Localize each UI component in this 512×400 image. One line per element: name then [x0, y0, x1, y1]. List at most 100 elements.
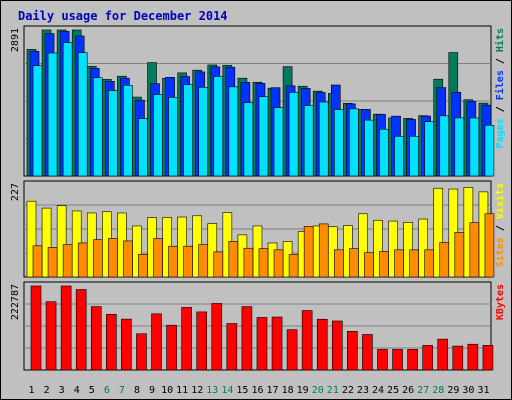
bar-kbytes-day-15	[241, 306, 253, 371]
legend-item-sites: Sites	[494, 237, 506, 267]
bar-sites-day-13	[213, 251, 224, 278]
bar-pages-day-30	[469, 117, 480, 177]
bar-visits-day-1	[26, 200, 37, 278]
bar-kbytes-day-11	[181, 307, 192, 371]
bar-sites-day-18	[288, 254, 299, 278]
bar-kbytes-day-10	[166, 324, 177, 371]
bar-sites-day-8	[138, 254, 148, 278]
x-tick-label-day-22: 22	[342, 385, 354, 396]
bar-pages-day-20	[318, 101, 329, 177]
bar-pages-day-2	[47, 52, 58, 177]
x-tick-label-day-17: 17	[267, 385, 279, 396]
panels-group: 2891 Pages / Files / Hits 227 Sites / Visit…	[10, 25, 506, 371]
bar-pages-day-4	[77, 52, 88, 177]
bar-sites-day-11	[183, 245, 193, 278]
bar-kbytes-day-19	[301, 310, 313, 371]
x-tick-label-day-9: 9	[149, 385, 155, 396]
bar-kbytes-day-17	[271, 316, 283, 371]
x-tick-label-day-12: 12	[191, 385, 203, 396]
bar-sites-day-31	[484, 213, 495, 278]
bar-sites-day-12	[198, 244, 209, 278]
bar-kbytes-day-8	[136, 333, 147, 371]
bar-pages-day-17	[273, 107, 284, 177]
bar-pages-day-3	[62, 42, 73, 177]
bar-kbytes-day-21	[331, 320, 343, 371]
bar-kbytes-day-4	[75, 289, 87, 371]
series-visits	[26, 187, 489, 278]
x-tick-label-day-20: 20	[312, 385, 324, 396]
series-kbytes	[30, 285, 494, 371]
bar-pages-day-9	[153, 94, 163, 177]
bar-sites-day-29	[454, 232, 465, 278]
bar-kbytes-day-12	[196, 311, 208, 371]
bar-sites-day-9	[153, 238, 163, 278]
bar-sites-day-24	[379, 251, 389, 278]
bar-kbytes-day-22	[347, 331, 358, 371]
bar-kbytes-day-26	[407, 349, 418, 371]
bar-pages-day-26	[409, 136, 419, 177]
bar-kbytes-day-24	[377, 349, 388, 371]
x-tick-label-day-6: 6	[104, 385, 110, 396]
x-tick-label-day-18: 18	[282, 385, 294, 396]
bar-sites-day-21	[333, 249, 344, 278]
bar-kbytes-day-9	[151, 313, 162, 371]
bar-visits-day-25	[388, 220, 398, 278]
bar-sites-day-19	[303, 226, 314, 278]
bar-pages-day-13	[213, 76, 224, 177]
legend-separator: /	[495, 100, 506, 118]
legend-text: Sites / Visits	[494, 183, 506, 267]
y-max-label: 2891	[10, 28, 21, 52]
bar-kbytes-day-30	[467, 343, 479, 371]
bar-pages-day-24	[379, 128, 389, 177]
x-tick-label-day-2: 2	[44, 385, 50, 396]
x-tick-label-day-21: 21	[327, 385, 339, 396]
bar-pages-day-18	[288, 92, 299, 177]
bar-visits-day-2	[41, 207, 52, 278]
bar-sites-day-10	[168, 245, 178, 278]
legend-separator: /	[495, 52, 506, 70]
bar-pages-day-16	[258, 96, 269, 177]
y-max-label: 222787	[10, 284, 21, 320]
bar-kbytes-day-27	[422, 345, 433, 371]
bar-sites-day-23	[364, 252, 374, 278]
bar-pages-day-31	[484, 124, 495, 177]
x-tick-label-day-14: 14	[221, 385, 233, 396]
bar-pages-day-15	[243, 102, 254, 177]
bar-pages-day-12	[198, 87, 209, 177]
legend-pages-files-hits: Pages / Files / Hits	[494, 28, 506, 148]
bar-kbytes-day-14	[226, 323, 238, 371]
bar-pages-day-22	[349, 108, 359, 177]
panel-kbytes: 222787 KBytes	[10, 281, 506, 371]
bar-pages-day-1	[32, 65, 43, 177]
legend-item-visits: Visits	[494, 183, 506, 219]
legend-text: Pages / Files / Hits	[494, 28, 506, 148]
chart-title: Daily usage for December 2014	[18, 9, 228, 23]
x-tick-label-day-16: 16	[251, 385, 263, 396]
bar-kbytes-day-6	[106, 313, 117, 371]
bar-visits-day-28	[433, 187, 444, 278]
bar-kbytes-day-2	[45, 301, 57, 371]
bar-pages-day-14	[228, 86, 239, 177]
bar-kbytes-day-18	[286, 329, 298, 371]
series-pages	[32, 42, 495, 177]
x-tick-label-day-23: 23	[357, 385, 369, 396]
bar-pages-day-10	[168, 97, 178, 177]
bar-sites-day-2	[47, 247, 58, 278]
legend-kbytes: KBytes	[495, 284, 506, 320]
x-tick-label-day-24: 24	[372, 385, 384, 396]
bar-sites-day-14	[228, 241, 239, 278]
bar-kbytes-day-16	[256, 317, 268, 371]
x-tick-label-day-15: 15	[236, 385, 248, 396]
legend-text: KBytes	[495, 284, 506, 320]
series-sites	[32, 213, 495, 278]
bar-sites-day-26	[409, 249, 419, 278]
panel-visits-sites: 227 Sites / Visits	[10, 180, 506, 278]
x-axis-labels: 1 2 3 4 5 6 7 8 9 10 11 12 13 14 15 16 17 18 19 20 21 22 23 24 2…	[29, 385, 490, 396]
x-tick-label-day-13: 13	[206, 385, 218, 396]
bar-sites-day-6	[108, 238, 118, 278]
x-tick-label-day-1: 1	[29, 385, 35, 396]
x-tick-label-day-26: 26	[402, 385, 414, 396]
x-tick-label-day-19: 19	[297, 385, 309, 396]
bar-pages-day-23	[364, 119, 374, 177]
bar-sites-day-7	[123, 240, 133, 278]
